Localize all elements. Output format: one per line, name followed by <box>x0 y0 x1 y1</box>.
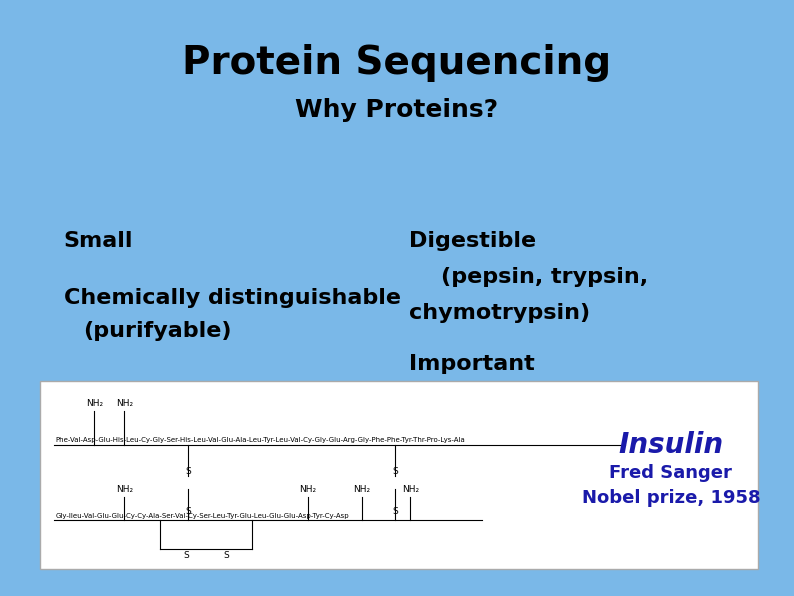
Text: Gly-Ileu-Val-Glu-Glu-Cy-Cy-Ala-Ser-Val-Cy-Ser-Leu-Tyr-Glu-Leu-Glu-Glu-Asp-Tyr-Cy: Gly-Ileu-Val-Glu-Glu-Cy-Cy-Ala-Ser-Val-C… <box>56 513 349 519</box>
Text: Chemically distinguishable: Chemically distinguishable <box>64 288 400 308</box>
Text: Digestible: Digestible <box>409 231 536 252</box>
Text: S: S <box>223 551 229 560</box>
Text: S: S <box>392 467 399 476</box>
Text: NH₂: NH₂ <box>299 485 316 493</box>
Text: chymotrypsin): chymotrypsin) <box>409 303 590 323</box>
Text: Phe-Val-Asp-Glu-His-Leu-Cy-Gly-Ser-His-Leu-Val-Glu-Ala-Leu-Tyr-Leu-Val-Cy-Gly-Gl: Phe-Val-Asp-Glu-His-Leu-Cy-Gly-Ser-His-L… <box>56 437 465 443</box>
Text: Nobel prize, 1958: Nobel prize, 1958 <box>582 489 760 507</box>
Text: (purifyable): (purifyable) <box>83 321 232 341</box>
FancyBboxPatch shape <box>40 381 758 569</box>
Text: NH₂: NH₂ <box>86 399 103 408</box>
Text: Important: Important <box>409 353 534 374</box>
Text: (pepsin, trypsin,: (pepsin, trypsin, <box>441 267 648 287</box>
Text: Insulin: Insulin <box>619 432 723 459</box>
Text: Protein Sequencing: Protein Sequencing <box>183 44 611 82</box>
Text: Fred Sanger: Fred Sanger <box>610 464 732 482</box>
Text: NH₂: NH₂ <box>402 485 419 493</box>
Text: NH₂: NH₂ <box>116 485 133 493</box>
Text: Why Proteins?: Why Proteins? <box>295 98 499 122</box>
Text: S: S <box>183 551 189 560</box>
Text: NH₂: NH₂ <box>116 399 133 408</box>
Text: NH₂: NH₂ <box>353 485 370 493</box>
Text: Small: Small <box>64 231 133 252</box>
Text: S: S <box>186 467 191 476</box>
Text: S: S <box>392 507 399 516</box>
Text: S: S <box>186 507 191 516</box>
